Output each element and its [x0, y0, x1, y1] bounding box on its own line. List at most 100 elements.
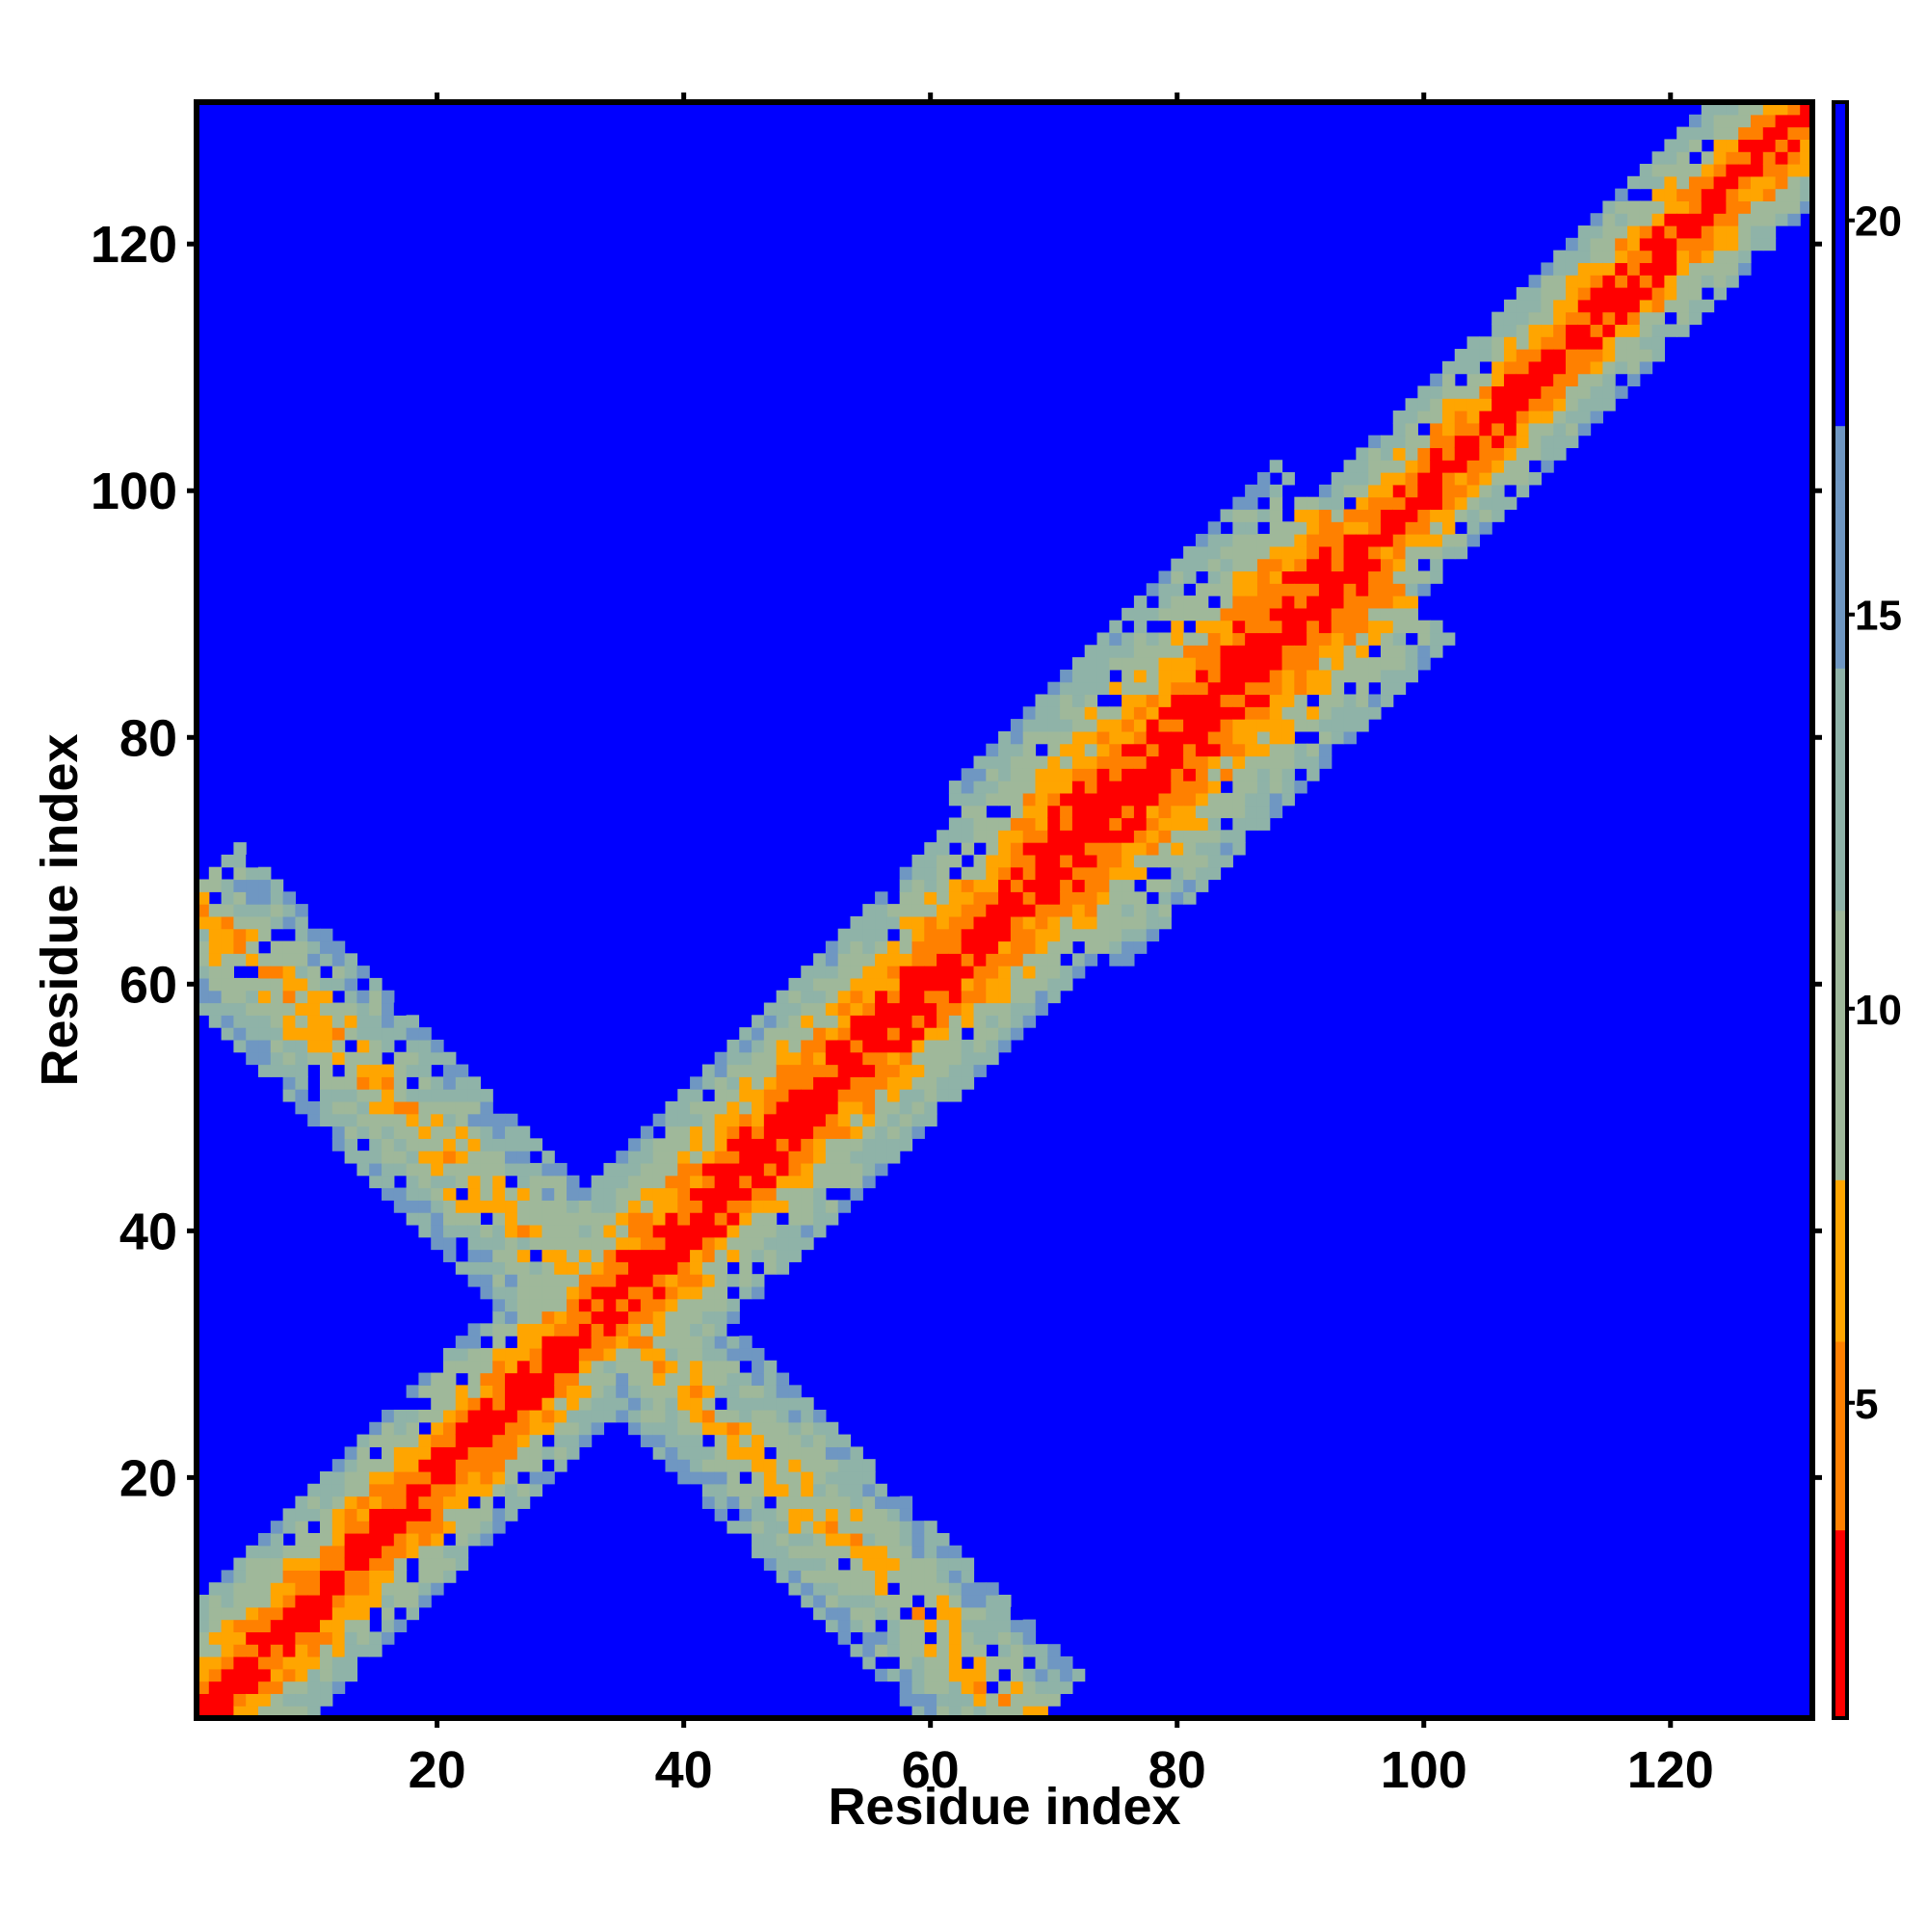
- heatmap-cell: [505, 1372, 518, 1386]
- heatmap-cell: [1651, 287, 1665, 301]
- heatmap-cell: [1626, 250, 1641, 264]
- heatmap-cell: [1626, 299, 1641, 313]
- heatmap-cell: [1331, 706, 1345, 720]
- heatmap-cell: [295, 1594, 308, 1608]
- heatmap-cell: [1084, 879, 1098, 892]
- heatmap-cell: [788, 1470, 802, 1485]
- heatmap-cell: [282, 1631, 297, 1645]
- heatmap-cell: [1615, 287, 1628, 301]
- heatmap-cell: [1047, 694, 1061, 707]
- heatmap-cell: [1750, 213, 1764, 226]
- heatmap-cell: [344, 1582, 358, 1596]
- heatmap-cell: [1750, 200, 1764, 214]
- heatmap-cell: [1602, 213, 1616, 226]
- heatmap-cell: [886, 1532, 901, 1547]
- heatmap-cell: [554, 1336, 568, 1349]
- heatmap-cell: [1688, 275, 1703, 288]
- heatmap-cell: [1466, 509, 1480, 522]
- heatmap-cell: [1269, 460, 1283, 473]
- heatmap-cell: [701, 1385, 716, 1398]
- x-axis-label: Residue index: [828, 1778, 1180, 1836]
- heatmap-cell: [677, 1298, 691, 1312]
- heatmap-cell: [246, 1039, 259, 1053]
- heatmap-cell: [431, 1495, 444, 1509]
- heatmap-cell: [1639, 200, 1653, 214]
- heatmap-cell: [1022, 1015, 1037, 1028]
- heatmap-cell: [825, 1582, 839, 1596]
- heatmap-cell: [690, 1409, 703, 1423]
- heatmap-cell: [320, 953, 333, 966]
- heatmap-cell: [1183, 743, 1197, 757]
- heatmap-cell: [1084, 694, 1098, 707]
- heatmap-cell: [825, 1470, 839, 1485]
- heatmap-cell: [677, 1187, 691, 1201]
- heatmap-cell: [1096, 891, 1110, 905]
- heatmap-cell: [726, 1200, 740, 1213]
- heatmap-cell: [1010, 730, 1024, 745]
- heatmap-cell: [677, 1459, 691, 1472]
- heatmap-cell: [986, 928, 999, 942]
- heatmap-cell: [356, 1027, 370, 1041]
- heatmap-cell: [1553, 447, 1567, 461]
- heatmap-cell: [1109, 620, 1122, 634]
- heatmap-cell: [505, 1151, 518, 1164]
- heatmap-cell: [776, 1100, 790, 1115]
- heatmap-cell: [1676, 200, 1690, 214]
- heatmap-cell: [1368, 669, 1382, 683]
- heatmap-cell: [541, 1470, 555, 1485]
- heatmap-cell: [1109, 904, 1122, 917]
- heatmap-cell: [1590, 213, 1603, 226]
- heatmap-cell: [739, 1336, 752, 1349]
- heatmap-cell: [1232, 496, 1246, 511]
- heatmap-cell: [701, 1336, 716, 1349]
- heatmap-cell: [1207, 681, 1222, 696]
- heatmap-cell: [628, 1409, 642, 1423]
- heatmap-cell: [282, 1655, 297, 1670]
- heatmap-cell: [567, 1397, 580, 1411]
- heatmap-cell: [752, 1434, 765, 1447]
- heatmap-cell: [1664, 175, 1677, 190]
- heatmap-cell: [1022, 755, 1037, 769]
- heatmap-cell: [726, 1421, 740, 1436]
- heatmap-cell: [739, 1151, 752, 1164]
- heatmap-cell: [1479, 410, 1492, 424]
- heatmap-cell: [1615, 237, 1628, 251]
- heatmap-cell: [1368, 657, 1382, 671]
- heatmap-cell: [875, 904, 888, 917]
- heatmap-cell: [382, 1508, 395, 1522]
- heatmap-cell: [320, 1039, 333, 1053]
- heatmap-cell: [1294, 570, 1307, 584]
- heatmap-cell: [567, 1360, 580, 1374]
- heatmap-cell: [443, 1064, 457, 1077]
- heatmap-cell: [837, 1015, 852, 1028]
- heatmap-cell: [911, 1002, 925, 1016]
- heatmap-cell: [837, 928, 852, 942]
- heatmap-cell: [492, 1372, 506, 1386]
- heatmap-cell: [640, 1323, 654, 1337]
- heatmap-cell: [1331, 521, 1345, 535]
- heatmap-cell: [382, 1594, 395, 1608]
- heatmap-cell: [1010, 915, 1024, 930]
- heatmap-cell: [998, 891, 1012, 905]
- heatmap-cell: [541, 1200, 555, 1213]
- heatmap-cell: [825, 1039, 839, 1053]
- heatmap-cell: [1626, 287, 1641, 301]
- heatmap-cell: [1392, 645, 1407, 658]
- heatmap-cell: [825, 1027, 839, 1041]
- heatmap-cell: [344, 1125, 358, 1139]
- heatmap-cell: [948, 928, 963, 942]
- heatmap-cell: [1207, 545, 1222, 560]
- heatmap-cell: [776, 1385, 790, 1398]
- heatmap-cell: [665, 1409, 678, 1423]
- heatmap-cell: [862, 1644, 876, 1657]
- heatmap-cell: [1380, 447, 1394, 461]
- heatmap-cell: [886, 1508, 901, 1522]
- heatmap-cell: [431, 1521, 444, 1534]
- heatmap-cell: [344, 1508, 358, 1522]
- heatmap-cell: [1122, 842, 1135, 856]
- heatmap-cell: [431, 1385, 444, 1398]
- heatmap-cell: [776, 1249, 790, 1262]
- heatmap-cell: [1775, 102, 1788, 116]
- heatmap-cell: [776, 1372, 790, 1386]
- heatmap-cell: [393, 1100, 408, 1115]
